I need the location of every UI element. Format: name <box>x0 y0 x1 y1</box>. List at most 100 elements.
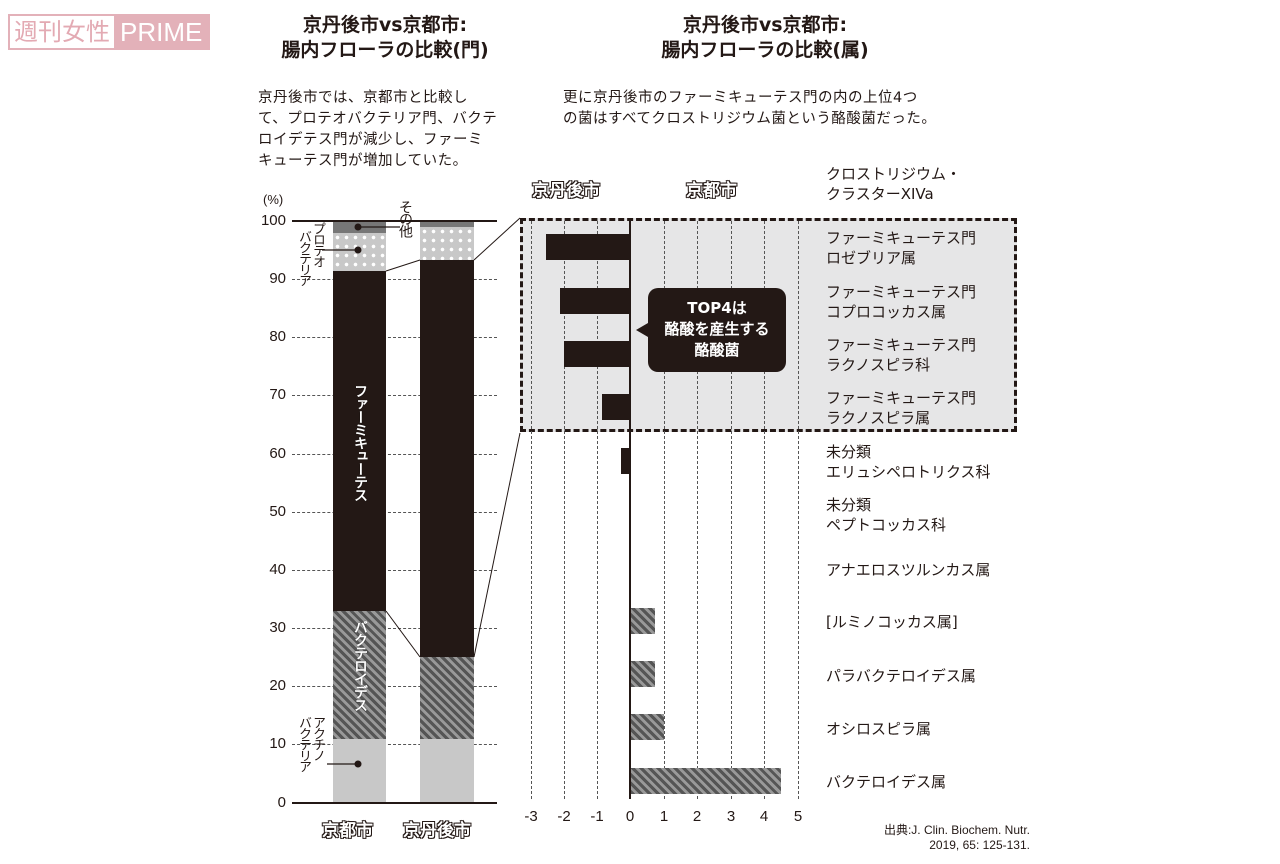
row-label-line1: 未分類 <box>826 443 872 461</box>
bar-lachnospiraceae[interactable] <box>564 341 630 367</box>
gridline <box>292 744 497 745</box>
source-citation: 出典:J. Clin. Biochem. Nutr. 2019, 65: 125… <box>790 823 1030 853</box>
row-label: ファーミキューテス門 ロゼブリア属 <box>826 228 976 268</box>
row-label-line1: 未分類 <box>826 496 872 514</box>
kyotango-proteobacteria-segment[interactable] <box>420 227 474 260</box>
row-label-line2: ラクノスピラ属 <box>826 409 931 427</box>
y-tick: 0 <box>277 794 286 811</box>
row-label: バクテロイデス属 <box>826 772 946 792</box>
side-label-kyoto: 京都市 <box>686 181 738 202</box>
x-tick: 4 <box>759 808 769 825</box>
x-label-kyoto: 京都市 <box>322 821 374 842</box>
source-line1: 出典:J. Clin. Biochem. Nutr. <box>883 823 1030 837</box>
kyoto-firmicutes-segment[interactable] <box>333 271 386 611</box>
side-label-kyotango: 京丹後市 <box>532 181 601 202</box>
row-label-line1: ファーミキューテス門 <box>826 336 977 354</box>
row-label-line2: ペプトコッカス科 <box>826 516 947 534</box>
gridline <box>292 628 497 629</box>
gridline-v <box>664 221 665 799</box>
x-tick: 1 <box>659 808 669 825</box>
right-description: 更に京丹後市のファーミキューテス門の内の上位4つ の菌はすべてクロストリジウム菌… <box>563 88 1043 130</box>
gridline-v <box>764 221 765 799</box>
row-label-line1: バクテロイデス属 <box>826 773 947 791</box>
desc-line: 更に京丹後市のファーミキューテス門の内の上位4つ <box>563 90 918 106</box>
label-proteobacteria-col1: バクテリア <box>296 230 311 285</box>
label-actinobacteria-col2: アクチノ <box>310 716 325 760</box>
gridline <box>292 395 497 396</box>
bar-oscillospira[interactable] <box>631 714 664 740</box>
y-tick: 100 <box>260 212 286 229</box>
desc-line: て、プロテオバクテリア門、バクテ <box>258 111 498 127</box>
kyoto-actinobacteria-segment[interactable] <box>333 739 386 803</box>
gridline-v <box>731 221 732 799</box>
bar-ruminococcus[interactable] <box>631 608 655 634</box>
site-logo[interactable]: 週刊女性 PRIME <box>8 14 211 50</box>
row-label-line1: ファーミキューテス門 <box>826 283 977 301</box>
kyotango-bacteroidetes-segment[interactable] <box>420 657 474 739</box>
x-tick: 5 <box>793 808 803 825</box>
row-label-line2: コプロコッカス属 <box>826 303 947 321</box>
bar-lachnospira[interactable] <box>602 394 630 420</box>
label-bacteroidetes: バクテロイデス <box>352 620 368 711</box>
y-tick: 80 <box>269 328 286 345</box>
gridline-v <box>597 221 598 799</box>
bar-bacteroides[interactable] <box>631 768 781 794</box>
bar-coprococcus[interactable] <box>560 288 630 314</box>
desc-line: ロイデテス門が減少し、ファーミ <box>258 132 483 148</box>
row-label: [ルミノコッカス属] <box>826 612 958 632</box>
row-label: 未分類ペプトコッカス科 <box>826 495 946 535</box>
bar-parabacteroides[interactable] <box>631 661 655 687</box>
label-actinobacteria-col1: バクテリア <box>296 716 311 771</box>
left-chart-title: 京丹後市vs京都市: 腸内フローラの比較(門) <box>250 13 520 63</box>
logo-en: PRIME <box>114 16 209 48</box>
gridline <box>292 454 497 455</box>
gridline <box>292 337 497 338</box>
x-axis-line <box>292 802 497 804</box>
left-title-line2: 腸内フローラの比較(門) <box>281 39 489 61</box>
row-label: ファーミキューテス門 コプロコッカス属 <box>826 282 976 322</box>
gridline <box>292 512 497 513</box>
y-tick: 10 <box>269 735 286 752</box>
gridline-v <box>697 221 698 799</box>
row-label-line1: アナエロスツルンカス属 <box>826 561 991 579</box>
y-tick: 30 <box>269 619 286 636</box>
row-label-line1: パラバクテロイデス属 <box>826 667 976 685</box>
row-label: ファーミキューテス門 ラクノスピラ属 <box>826 388 976 428</box>
callout-line: 酪酸を産生する <box>664 320 770 338</box>
gridline <box>292 686 497 687</box>
logo-jp: 週刊女性 <box>10 16 114 48</box>
y-tick: 60 <box>269 445 286 462</box>
row-label-line1: オシロスピラ属 <box>826 720 932 738</box>
x-tick: -3 <box>524 808 538 825</box>
kyoto-bacteroidetes-segment[interactable] <box>333 611 386 739</box>
desc-line: の菌はすべてクロストリジウム菌という酪酸菌だった。 <box>563 111 937 127</box>
y-tick: 20 <box>269 677 286 694</box>
left-description: 京丹後市では、京都市と比較し て、プロテオバクテリア門、バクテ ロイデテス門が減… <box>258 88 518 172</box>
group-header-line: クラスターXIVa <box>826 185 934 203</box>
row-label-line1: ファーミキューテス門 <box>826 389 977 407</box>
y-tick: 50 <box>269 503 286 520</box>
row-label-line2: ロゼブリア属 <box>826 249 917 267</box>
x-tick: 3 <box>726 808 736 825</box>
kyotango-firmicutes-segment[interactable] <box>420 260 474 657</box>
kyotango-actinobacteria-segment[interactable] <box>420 739 474 803</box>
row-label: 未分類エリュシペロトリクス科 <box>826 442 991 482</box>
label-other: その他 <box>397 200 413 236</box>
gridline <box>292 570 497 571</box>
row-label-line2: エリュシペロトリクス科 <box>826 463 991 481</box>
bar-erysipelotrichaceae[interactable] <box>621 448 630 474</box>
x-tick: 0 <box>625 808 635 825</box>
group-header-line: クロストリジウム・ <box>826 165 962 183</box>
y-tick: 70 <box>269 386 286 403</box>
label-proteobacteria-col2: プロテオ <box>310 222 325 266</box>
bar-roseburia[interactable] <box>546 234 630 260</box>
row-label: オシロスピラ属 <box>826 719 931 739</box>
top-axis-line <box>292 220 497 222</box>
right-title-line2: 腸内フローラの比較(属) <box>661 39 869 61</box>
x-tick: 2 <box>692 808 702 825</box>
kyotango-other-segment[interactable] <box>420 221 474 227</box>
row-label: パラバクテロイデス属 <box>826 666 976 686</box>
y-tick: 90 <box>269 270 286 287</box>
row-label-line1: ファーミキューテス門 <box>826 229 977 247</box>
